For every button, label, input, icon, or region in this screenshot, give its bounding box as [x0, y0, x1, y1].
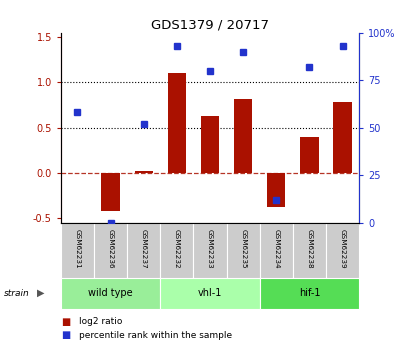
Text: ■: ■: [61, 317, 70, 326]
Text: GSM62237: GSM62237: [141, 229, 147, 269]
Title: GDS1379 / 20717: GDS1379 / 20717: [151, 19, 269, 32]
Bar: [226, 223, 260, 278]
Bar: [300, 137, 318, 173]
Bar: [61, 278, 160, 309]
Bar: [94, 223, 127, 278]
Bar: [135, 171, 153, 173]
Text: GSM62233: GSM62233: [207, 229, 213, 269]
Bar: [194, 223, 226, 278]
Bar: [61, 223, 94, 278]
Text: wild type: wild type: [88, 288, 133, 298]
Text: GSM62238: GSM62238: [307, 229, 312, 269]
Bar: [168, 73, 186, 173]
Text: vhl-1: vhl-1: [198, 288, 222, 298]
Text: log2 ratio: log2 ratio: [79, 317, 122, 326]
Bar: [160, 223, 194, 278]
Text: GSM62231: GSM62231: [74, 229, 81, 269]
Text: GSM62234: GSM62234: [273, 229, 279, 269]
Text: hif-1: hif-1: [299, 288, 320, 298]
Text: GSM62239: GSM62239: [339, 229, 346, 269]
Text: GSM62232: GSM62232: [174, 229, 180, 269]
Bar: [127, 223, 160, 278]
Bar: [267, 173, 285, 207]
Bar: [293, 223, 326, 278]
Bar: [201, 116, 219, 173]
Bar: [260, 278, 359, 309]
Bar: [260, 223, 293, 278]
Text: ▶: ▶: [37, 288, 44, 298]
Bar: [234, 99, 252, 173]
Text: strain: strain: [4, 289, 30, 298]
Bar: [160, 278, 260, 309]
Text: percentile rank within the sample: percentile rank within the sample: [79, 331, 232, 340]
Bar: [333, 102, 352, 173]
Text: GSM62235: GSM62235: [240, 229, 246, 269]
Bar: [102, 173, 120, 211]
Text: GSM62236: GSM62236: [108, 229, 113, 269]
Text: ■: ■: [61, 331, 70, 340]
Bar: [326, 223, 359, 278]
